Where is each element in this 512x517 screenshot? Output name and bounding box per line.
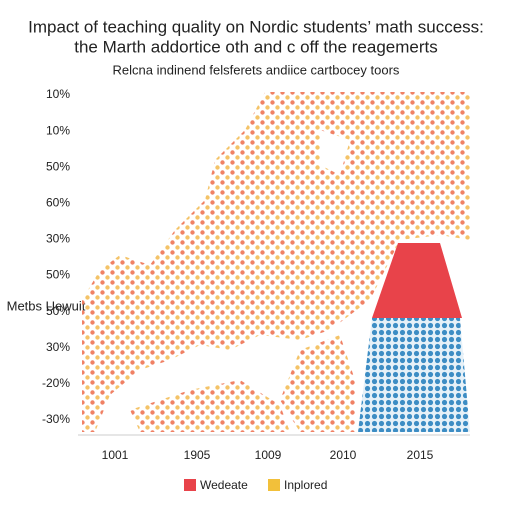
blue-area	[358, 318, 470, 432]
x-tick-label: 1905	[184, 448, 211, 462]
x-tick-label: 2015	[407, 448, 434, 462]
y-tick-label: 10%	[46, 123, 70, 137]
y-axis-label: Metbs Uewuit	[7, 298, 86, 313]
dot-map	[82, 92, 470, 432]
y-tick-label: -20%	[42, 376, 70, 390]
y-tick-label: 50%	[46, 268, 70, 282]
y-tick-label: 50%	[46, 304, 70, 318]
x-tick-label: 1009	[255, 448, 282, 462]
legend-label: Inplored	[284, 478, 327, 492]
y-tick-label: 50%	[46, 159, 70, 173]
x-tick-label: 1001	[102, 448, 129, 462]
legend-label: Wedeate	[200, 478, 248, 492]
chart-subtitle: Relcna indinend felsferets andiice cartb…	[113, 62, 400, 77]
y-tick-label: 30%	[46, 340, 70, 354]
y-tick-label: 30%	[46, 232, 70, 246]
red-area	[372, 243, 462, 318]
legend-swatch	[184, 479, 196, 491]
y-tick-label: 60%	[46, 196, 70, 210]
y-tick-label: 10%	[46, 87, 70, 101]
x-tick-label: 2010	[330, 448, 357, 462]
legend-swatch	[268, 479, 280, 491]
chart-title: Impact of teaching quality on Nordic stu…	[28, 17, 484, 36]
chart-title: the Marth addortice oth and c off the re…	[74, 37, 438, 56]
y-tick-label: -30%	[42, 412, 70, 426]
